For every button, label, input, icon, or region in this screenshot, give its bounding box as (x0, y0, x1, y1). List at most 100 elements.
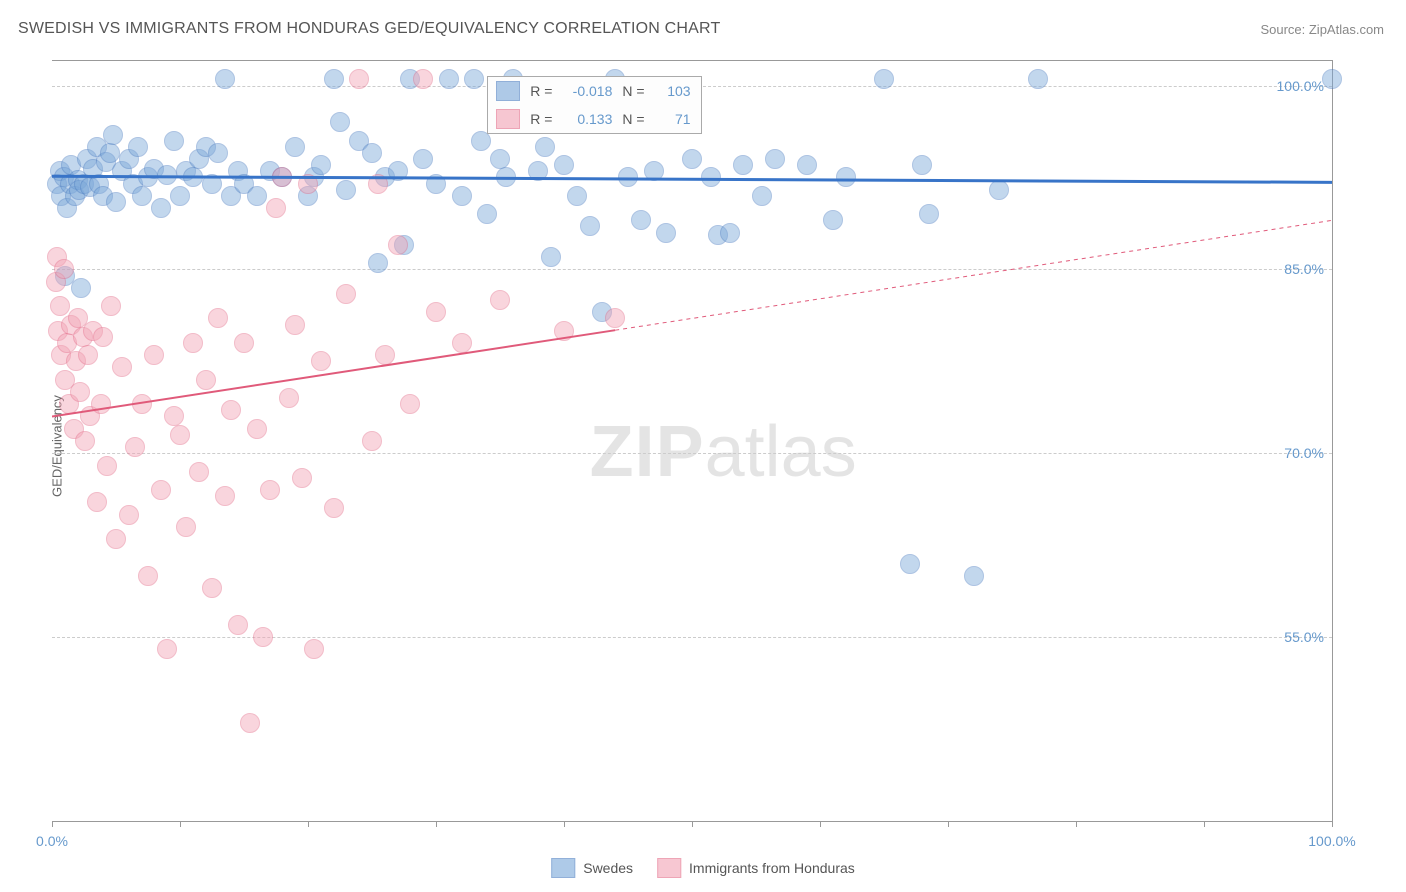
data-point-swedes (426, 174, 446, 194)
data-point-honduras (240, 713, 260, 733)
x-tick (1076, 821, 1077, 827)
data-point-swedes (324, 69, 344, 89)
data-point-honduras (413, 69, 433, 89)
data-point-honduras (106, 529, 126, 549)
data-point-swedes (128, 137, 148, 157)
data-point-honduras (101, 296, 121, 316)
data-point-honduras (97, 456, 117, 476)
data-point-honduras (75, 431, 95, 451)
data-point-honduras (362, 431, 382, 451)
data-point-swedes (644, 161, 664, 181)
data-point-swedes (336, 180, 356, 200)
y-tick-label: 55.0% (1284, 629, 1324, 645)
data-point-swedes (208, 143, 228, 163)
legend-label-swedes: Swedes (583, 860, 633, 876)
data-point-honduras (311, 351, 331, 371)
legend-swatch-swedes (496, 81, 520, 101)
data-point-honduras (176, 517, 196, 537)
data-point-swedes (100, 143, 120, 163)
legend-item-honduras: Immigrants from Honduras (657, 858, 855, 878)
data-point-honduras (247, 419, 267, 439)
data-point-swedes (439, 69, 459, 89)
data-point-honduras (125, 437, 145, 457)
legend-n-label: N = (622, 111, 644, 127)
data-point-swedes (311, 155, 331, 175)
data-point-honduras (554, 321, 574, 341)
data-point-honduras (298, 174, 318, 194)
data-point-honduras (260, 480, 280, 500)
data-point-honduras (50, 296, 70, 316)
data-point-swedes (554, 155, 574, 175)
data-point-swedes (797, 155, 817, 175)
data-point-honduras (138, 566, 158, 586)
data-point-swedes (989, 180, 1009, 200)
data-point-honduras (253, 627, 273, 647)
x-tick (564, 821, 565, 827)
data-point-honduras (151, 480, 171, 500)
legend-n-label: N = (622, 83, 644, 99)
data-point-honduras (304, 639, 324, 659)
data-point-honduras (54, 259, 74, 279)
data-point-swedes (388, 161, 408, 181)
x-tick (692, 821, 693, 827)
legend-label-honduras: Immigrants from Honduras (689, 860, 855, 876)
data-point-swedes (541, 247, 561, 267)
data-point-swedes (285, 137, 305, 157)
data-point-swedes (919, 204, 939, 224)
x-tick (52, 821, 53, 827)
data-point-honduras (93, 327, 113, 347)
data-point-honduras (272, 167, 292, 187)
data-point-swedes (618, 167, 638, 187)
data-point-honduras (170, 425, 190, 445)
data-point-honduras (426, 302, 446, 322)
data-point-swedes (151, 198, 171, 218)
legend-r-label: R = (530, 111, 552, 127)
data-point-swedes (183, 167, 203, 187)
data-point-honduras (215, 486, 235, 506)
data-point-honduras (112, 357, 132, 377)
data-point-honduras (285, 315, 305, 335)
data-point-swedes (170, 186, 190, 206)
gridline-y (52, 637, 1332, 638)
data-point-swedes (1322, 69, 1342, 89)
legend-swatch-honduras (657, 858, 681, 878)
x-tick (436, 821, 437, 827)
legend-n-value: 71 (655, 111, 691, 127)
data-point-swedes (452, 186, 472, 206)
data-point-honduras (87, 492, 107, 512)
data-point-swedes (528, 161, 548, 181)
legend-r-label: R = (530, 83, 552, 99)
x-tick (820, 821, 821, 827)
data-point-honduras (292, 468, 312, 488)
data-point-swedes (682, 149, 702, 169)
data-point-honduras (234, 333, 254, 353)
watermark: ZIPatlas (590, 411, 857, 493)
y-tick-label: 85.0% (1284, 261, 1324, 277)
y-tick-label: 70.0% (1284, 445, 1324, 461)
correlation-legend: R =-0.018N =103R =0.133N =71 (487, 76, 701, 134)
data-point-honduras (132, 394, 152, 414)
data-point-honduras (375, 345, 395, 365)
data-point-swedes (1028, 69, 1048, 89)
gridline-y (52, 453, 1332, 454)
data-point-honduras (452, 333, 472, 353)
data-point-honduras (490, 290, 510, 310)
data-point-swedes (157, 165, 177, 185)
data-point-swedes (733, 155, 753, 175)
data-point-honduras (144, 345, 164, 365)
legend-r-value: -0.018 (562, 83, 612, 99)
data-point-swedes (202, 174, 222, 194)
data-point-swedes (103, 125, 123, 145)
data-point-honduras (368, 174, 388, 194)
data-point-swedes (413, 149, 433, 169)
x-tick (948, 821, 949, 827)
x-tick-label: 100.0% (1308, 833, 1355, 849)
data-point-honduras (388, 235, 408, 255)
data-point-swedes (164, 131, 184, 151)
data-point-honduras (605, 308, 625, 328)
data-point-honduras (78, 345, 98, 365)
x-tick (1204, 821, 1205, 827)
data-point-swedes (567, 186, 587, 206)
data-point-honduras (228, 615, 248, 635)
x-tick (1332, 821, 1333, 827)
